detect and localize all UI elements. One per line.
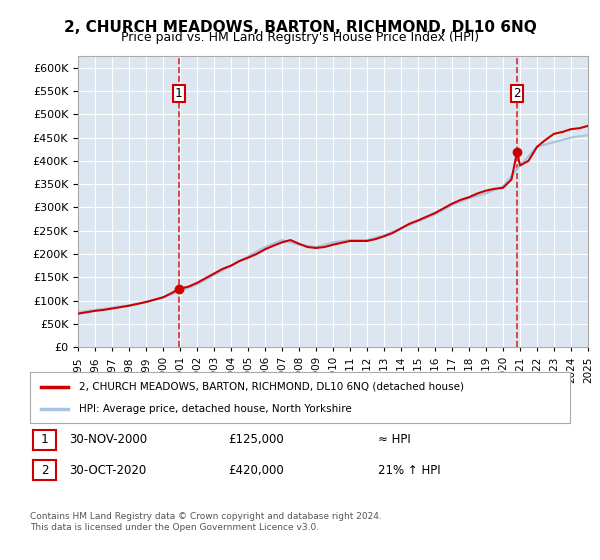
Text: 2, CHURCH MEADOWS, BARTON, RICHMOND, DL10 6NQ (detached house): 2, CHURCH MEADOWS, BARTON, RICHMOND, DL1… bbox=[79, 381, 464, 391]
Text: 30-OCT-2020: 30-OCT-2020 bbox=[69, 464, 146, 477]
FancyBboxPatch shape bbox=[173, 86, 185, 102]
Text: 1: 1 bbox=[175, 87, 182, 100]
Text: 1: 1 bbox=[41, 433, 48, 446]
Text: £420,000: £420,000 bbox=[228, 464, 284, 477]
Text: Contains HM Land Registry data © Crown copyright and database right 2024.
This d: Contains HM Land Registry data © Crown c… bbox=[30, 512, 382, 532]
Text: HPI: Average price, detached house, North Yorkshire: HPI: Average price, detached house, Nort… bbox=[79, 404, 352, 414]
FancyBboxPatch shape bbox=[511, 86, 523, 102]
Text: ≈ HPI: ≈ HPI bbox=[378, 433, 411, 446]
Text: 2: 2 bbox=[514, 87, 521, 100]
Text: £125,000: £125,000 bbox=[228, 433, 284, 446]
Text: Price paid vs. HM Land Registry's House Price Index (HPI): Price paid vs. HM Land Registry's House … bbox=[121, 31, 479, 44]
Text: 2: 2 bbox=[41, 464, 48, 477]
Text: 2, CHURCH MEADOWS, BARTON, RICHMOND, DL10 6NQ: 2, CHURCH MEADOWS, BARTON, RICHMOND, DL1… bbox=[64, 20, 536, 35]
Text: 30-NOV-2000: 30-NOV-2000 bbox=[69, 433, 147, 446]
Text: 21% ↑ HPI: 21% ↑ HPI bbox=[378, 464, 440, 477]
